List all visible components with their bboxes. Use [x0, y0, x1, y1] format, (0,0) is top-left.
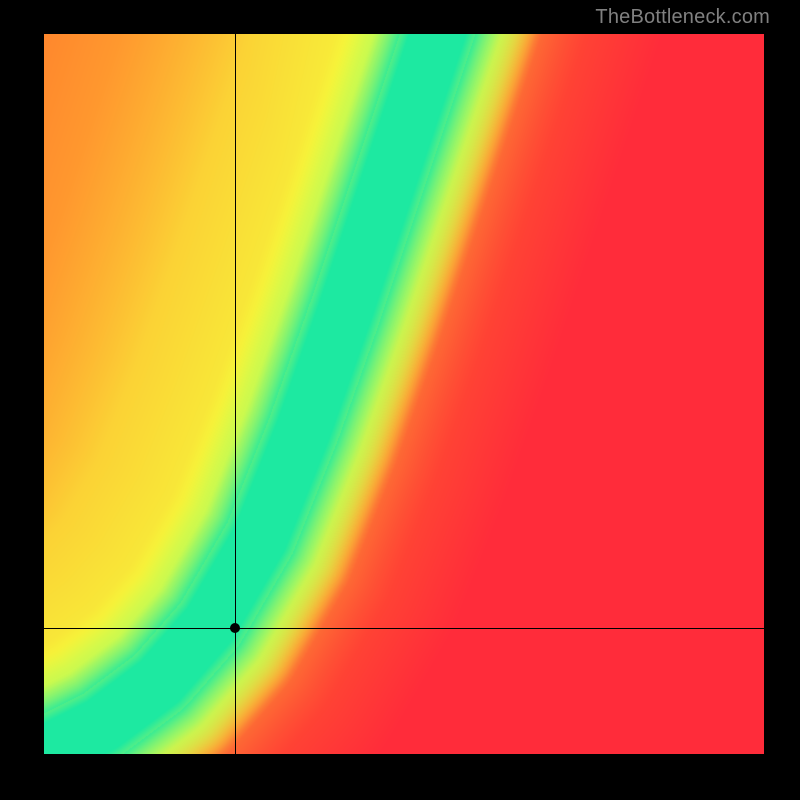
figure-container: TheBottleneck.com [0, 0, 800, 800]
bottleneck-heatmap [44, 34, 764, 754]
watermark-text: TheBottleneck.com [595, 6, 770, 29]
